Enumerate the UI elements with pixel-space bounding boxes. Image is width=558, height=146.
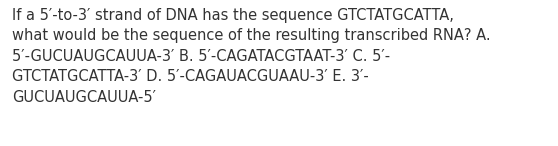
Text: If a 5′-to-3′ strand of DNA has the sequence GTCTATGCATTA,
what would be the seq: If a 5′-to-3′ strand of DNA has the sequ… [12, 8, 490, 105]
